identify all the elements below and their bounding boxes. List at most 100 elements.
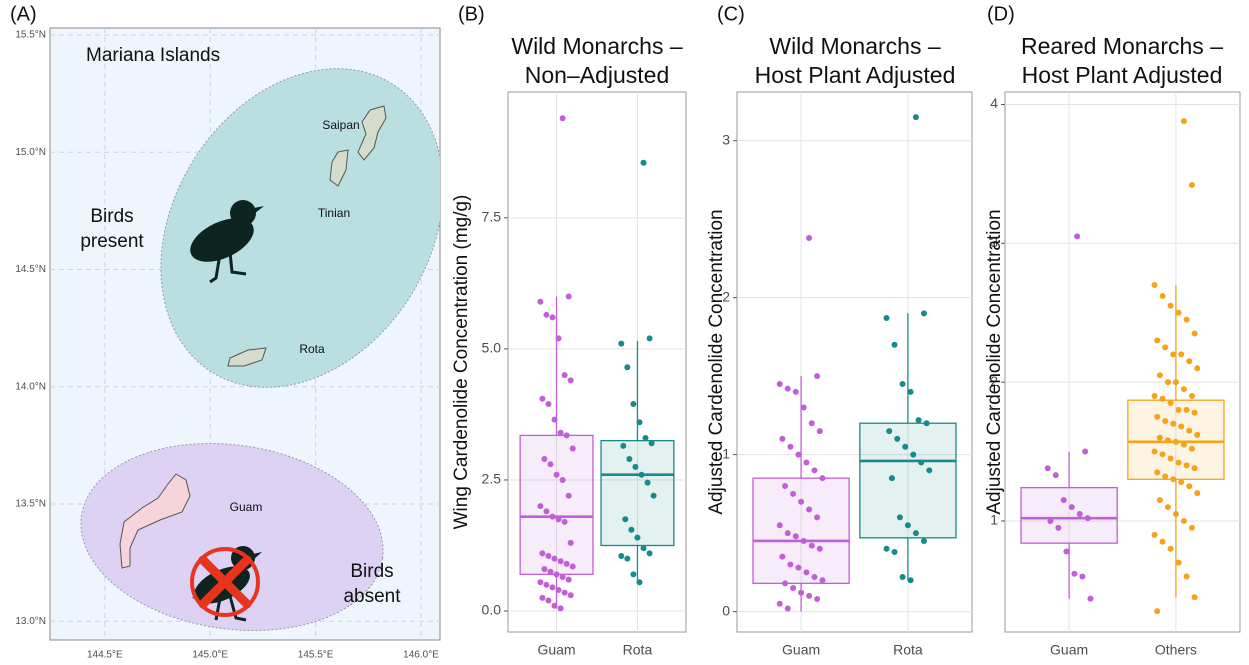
point [819,577,826,584]
point [1154,469,1161,476]
point [547,568,554,575]
point [915,417,922,424]
point [1167,545,1174,552]
point [553,571,560,578]
point [567,539,574,546]
x-tick-label: 145.0°E [192,650,228,661]
point [539,395,546,402]
point [1156,434,1163,441]
point [638,471,645,478]
point [1082,448,1089,455]
point [816,428,823,435]
panel-label: (A) [10,3,37,25]
point [803,569,810,576]
point [912,530,919,537]
point [784,605,791,612]
y-tick-label: 14.5°N [15,264,46,275]
point [912,114,919,121]
point [620,442,627,449]
bird-absent-icon [190,546,262,622]
point [549,314,556,321]
point [553,471,560,478]
x-tick-label: Guam [1050,642,1088,658]
point [539,594,546,601]
point [1180,118,1187,125]
point [1178,351,1185,358]
x-tick-label: Others [1155,642,1197,658]
point [806,234,813,241]
point [561,518,568,525]
x-tick-label: Guam [537,642,575,658]
point [1154,413,1161,420]
point [628,526,635,533]
point [640,159,647,166]
point [565,576,572,583]
box [859,422,957,539]
point [1063,548,1070,555]
point [787,561,794,568]
point [551,555,558,562]
map-title: Mariana Islands [86,45,220,66]
box [600,439,675,547]
point [1079,573,1086,580]
x-tick-label: Rota [893,642,923,658]
point [545,552,552,559]
point [569,563,576,570]
point [646,550,653,557]
point [632,463,639,470]
y-tick-label: 2.5 [482,471,502,487]
point [883,545,890,552]
point [561,372,568,379]
chart-title: Reared Monarchs – [1021,33,1223,59]
plot-background [1004,91,1241,633]
birds-absent-zone [80,442,384,632]
point [1151,448,1158,455]
chart-title: Wild Monarchs – [769,33,940,59]
point [642,435,649,442]
point [1170,476,1177,483]
point [1170,420,1177,427]
point [551,416,558,423]
point [795,564,802,571]
point [537,579,544,586]
point [1191,465,1198,472]
point [646,335,653,342]
point [792,533,799,540]
point [1159,395,1166,402]
point [559,115,566,122]
y-tick-label: 2 [990,373,998,389]
point [640,545,647,552]
point [792,388,799,395]
chart-title: Host Plant Adjusted [1022,62,1223,88]
point [816,545,823,552]
y-tick-label: 14.0°N [15,381,46,392]
point [559,476,566,483]
point [1060,497,1067,504]
panel-label: (C) [717,3,745,25]
point [1162,473,1169,480]
point [1188,393,1195,400]
point [811,574,818,581]
point [565,293,572,300]
point [543,311,550,318]
point [1071,570,1078,577]
x-tick-label: 146.0°E [403,650,439,661]
point [886,428,893,435]
chart-title: Non–Adjusted [525,62,670,88]
point [883,315,890,322]
point [1191,330,1198,337]
point [555,587,562,594]
y-axis-label: Adjusted Cardenolide Concentration [984,209,1005,514]
point [808,542,815,549]
point [790,585,797,592]
point [543,581,550,588]
point [888,475,895,482]
point [779,553,786,560]
point [1151,393,1158,400]
point [1156,497,1163,504]
plot-background [507,91,687,633]
point [636,579,643,586]
region-label: Birds [350,561,393,582]
point [565,492,572,499]
chart-title: Wild Monarchs – [511,33,682,59]
